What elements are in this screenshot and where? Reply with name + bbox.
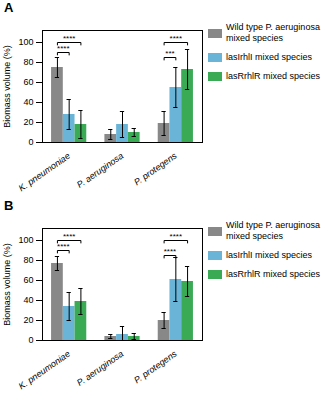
svg-text:****: **** xyxy=(170,232,182,241)
html-text:A: A xyxy=(4,0,14,15)
svg-text:0: 0 xyxy=(28,335,33,345)
svg-text:P. protegens: P. protegens xyxy=(132,348,179,385)
svg-text:20: 20 xyxy=(23,117,33,127)
html-text:lasIrhlI mixed species: lasIrhlI mixed species xyxy=(226,52,312,62)
html-text:lasRrhlR mixed species: lasRrhlR mixed species xyxy=(226,269,320,279)
svg-text:Biomass volume (%): Biomass volume (%) xyxy=(2,243,12,326)
svg-text:20: 20 xyxy=(23,315,33,325)
svg-text:K. pneumoniae: K. pneumoniae xyxy=(17,349,72,392)
svg-text:****: **** xyxy=(57,242,69,251)
html-text:B: B xyxy=(4,198,14,213)
html-text:lasIrhlI mixed species: lasIrhlI mixed species xyxy=(226,250,312,260)
svg-text:60: 60 xyxy=(23,275,33,285)
html-text:Wild type P. aeruginosa mixed: Wild type P. aeruginosa mixed species xyxy=(226,220,320,241)
svg-text:100: 100 xyxy=(18,235,33,245)
svg-text:P. aeruginosa: P. aeruginosa xyxy=(75,151,125,190)
html-text:lasRrhlR mixed species: lasRrhlR mixed species xyxy=(226,71,320,81)
svg-text:80: 80 xyxy=(23,255,33,265)
svg-text:Biomass volume (%): Biomass volume (%) xyxy=(2,45,12,128)
svg-text:****: **** xyxy=(164,247,176,256)
html-text:Wild type P. aeruginosa mixed: Wild type P. aeruginosa mixed species xyxy=(226,22,320,43)
svg-text:100: 100 xyxy=(18,37,33,47)
svg-text:****: **** xyxy=(170,34,182,43)
svg-text:40: 40 xyxy=(23,295,33,305)
svg-text:****: **** xyxy=(63,232,75,241)
svg-text:0: 0 xyxy=(28,137,33,147)
svg-text:P. aeruginosa: P. aeruginosa xyxy=(75,349,125,388)
svg-text:K. pneumoniae: K. pneumoniae xyxy=(17,151,72,194)
svg-text:****: **** xyxy=(63,34,75,43)
svg-text:***: *** xyxy=(165,49,174,58)
svg-text:80: 80 xyxy=(23,57,33,67)
svg-text:40: 40 xyxy=(23,97,33,107)
svg-text:60: 60 xyxy=(23,77,33,87)
svg-text:****: **** xyxy=(57,44,69,53)
svg-text:P. protegens: P. protegens xyxy=(132,150,179,187)
